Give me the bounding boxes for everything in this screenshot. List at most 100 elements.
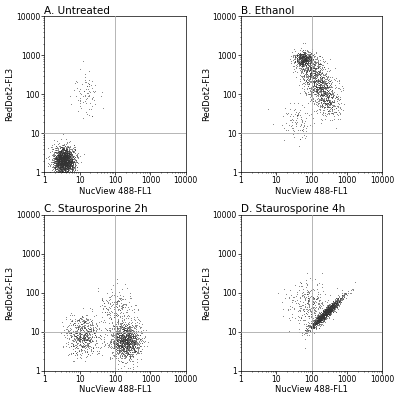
- Point: [125, 340, 131, 347]
- Point: [50, 165, 57, 171]
- Point: [325, 309, 331, 315]
- Point: [318, 316, 324, 322]
- Point: [74, 154, 80, 160]
- Point: [61, 166, 67, 173]
- Point: [300, 60, 306, 67]
- Point: [64, 154, 70, 160]
- Point: [121, 327, 127, 333]
- Point: [303, 290, 310, 297]
- Point: [324, 307, 331, 314]
- Point: [99, 352, 105, 358]
- Point: [336, 298, 342, 305]
- Point: [78, 321, 84, 328]
- Point: [325, 74, 332, 80]
- Point: [60, 156, 66, 163]
- Point: [317, 83, 323, 89]
- Point: [310, 58, 317, 64]
- Point: [339, 292, 345, 298]
- Point: [116, 342, 122, 349]
- Point: [108, 292, 115, 298]
- Point: [118, 334, 124, 340]
- Point: [66, 160, 73, 166]
- Point: [352, 279, 358, 285]
- Point: [66, 160, 72, 166]
- Point: [126, 343, 132, 350]
- Point: [117, 323, 124, 329]
- Point: [348, 290, 354, 296]
- Point: [128, 336, 134, 342]
- Point: [120, 339, 127, 346]
- Point: [304, 58, 311, 65]
- Point: [121, 326, 128, 332]
- Point: [322, 309, 328, 316]
- Point: [57, 164, 64, 171]
- Point: [58, 154, 65, 161]
- Point: [307, 71, 314, 77]
- Point: [322, 313, 329, 319]
- Point: [329, 74, 335, 80]
- Point: [304, 291, 310, 297]
- Point: [322, 90, 328, 96]
- Point: [63, 136, 69, 142]
- Point: [120, 337, 126, 343]
- Point: [310, 63, 316, 70]
- Point: [136, 342, 142, 348]
- Point: [111, 323, 117, 330]
- Point: [303, 58, 309, 64]
- Point: [313, 304, 320, 310]
- Point: [59, 159, 66, 165]
- Point: [49, 146, 55, 152]
- Point: [129, 344, 136, 351]
- Point: [74, 335, 81, 341]
- Point: [62, 152, 68, 158]
- Point: [121, 336, 127, 342]
- Point: [303, 55, 309, 61]
- Point: [82, 336, 88, 342]
- Point: [324, 102, 330, 108]
- Point: [330, 304, 336, 311]
- Point: [106, 325, 112, 331]
- Point: [117, 331, 124, 338]
- Point: [129, 338, 136, 344]
- Point: [329, 107, 336, 114]
- Point: [63, 160, 70, 166]
- Point: [308, 69, 314, 75]
- Point: [114, 333, 121, 339]
- Point: [324, 311, 330, 318]
- Point: [306, 63, 313, 70]
- Point: [319, 300, 326, 307]
- Point: [55, 161, 62, 168]
- Point: [125, 346, 132, 353]
- Point: [300, 72, 307, 78]
- Point: [124, 284, 130, 291]
- Point: [114, 298, 121, 304]
- Point: [116, 302, 122, 309]
- Point: [56, 167, 62, 173]
- Point: [122, 350, 128, 356]
- Point: [53, 155, 60, 162]
- Point: [319, 74, 325, 81]
- Point: [302, 50, 308, 57]
- Point: [307, 314, 314, 320]
- Point: [60, 154, 66, 160]
- Point: [309, 321, 315, 327]
- Point: [60, 158, 66, 164]
- Point: [303, 60, 309, 66]
- Point: [304, 57, 310, 63]
- Point: [300, 60, 306, 67]
- Point: [315, 59, 321, 66]
- Point: [329, 302, 336, 309]
- Point: [320, 314, 327, 321]
- Point: [298, 58, 305, 64]
- Point: [300, 56, 307, 62]
- Point: [51, 150, 57, 157]
- Point: [307, 79, 313, 85]
- Point: [69, 163, 76, 170]
- Point: [296, 63, 302, 69]
- Point: [123, 338, 130, 345]
- Point: [312, 69, 318, 76]
- Point: [296, 55, 302, 61]
- Point: [66, 146, 72, 152]
- Point: [306, 298, 312, 304]
- Point: [77, 315, 83, 321]
